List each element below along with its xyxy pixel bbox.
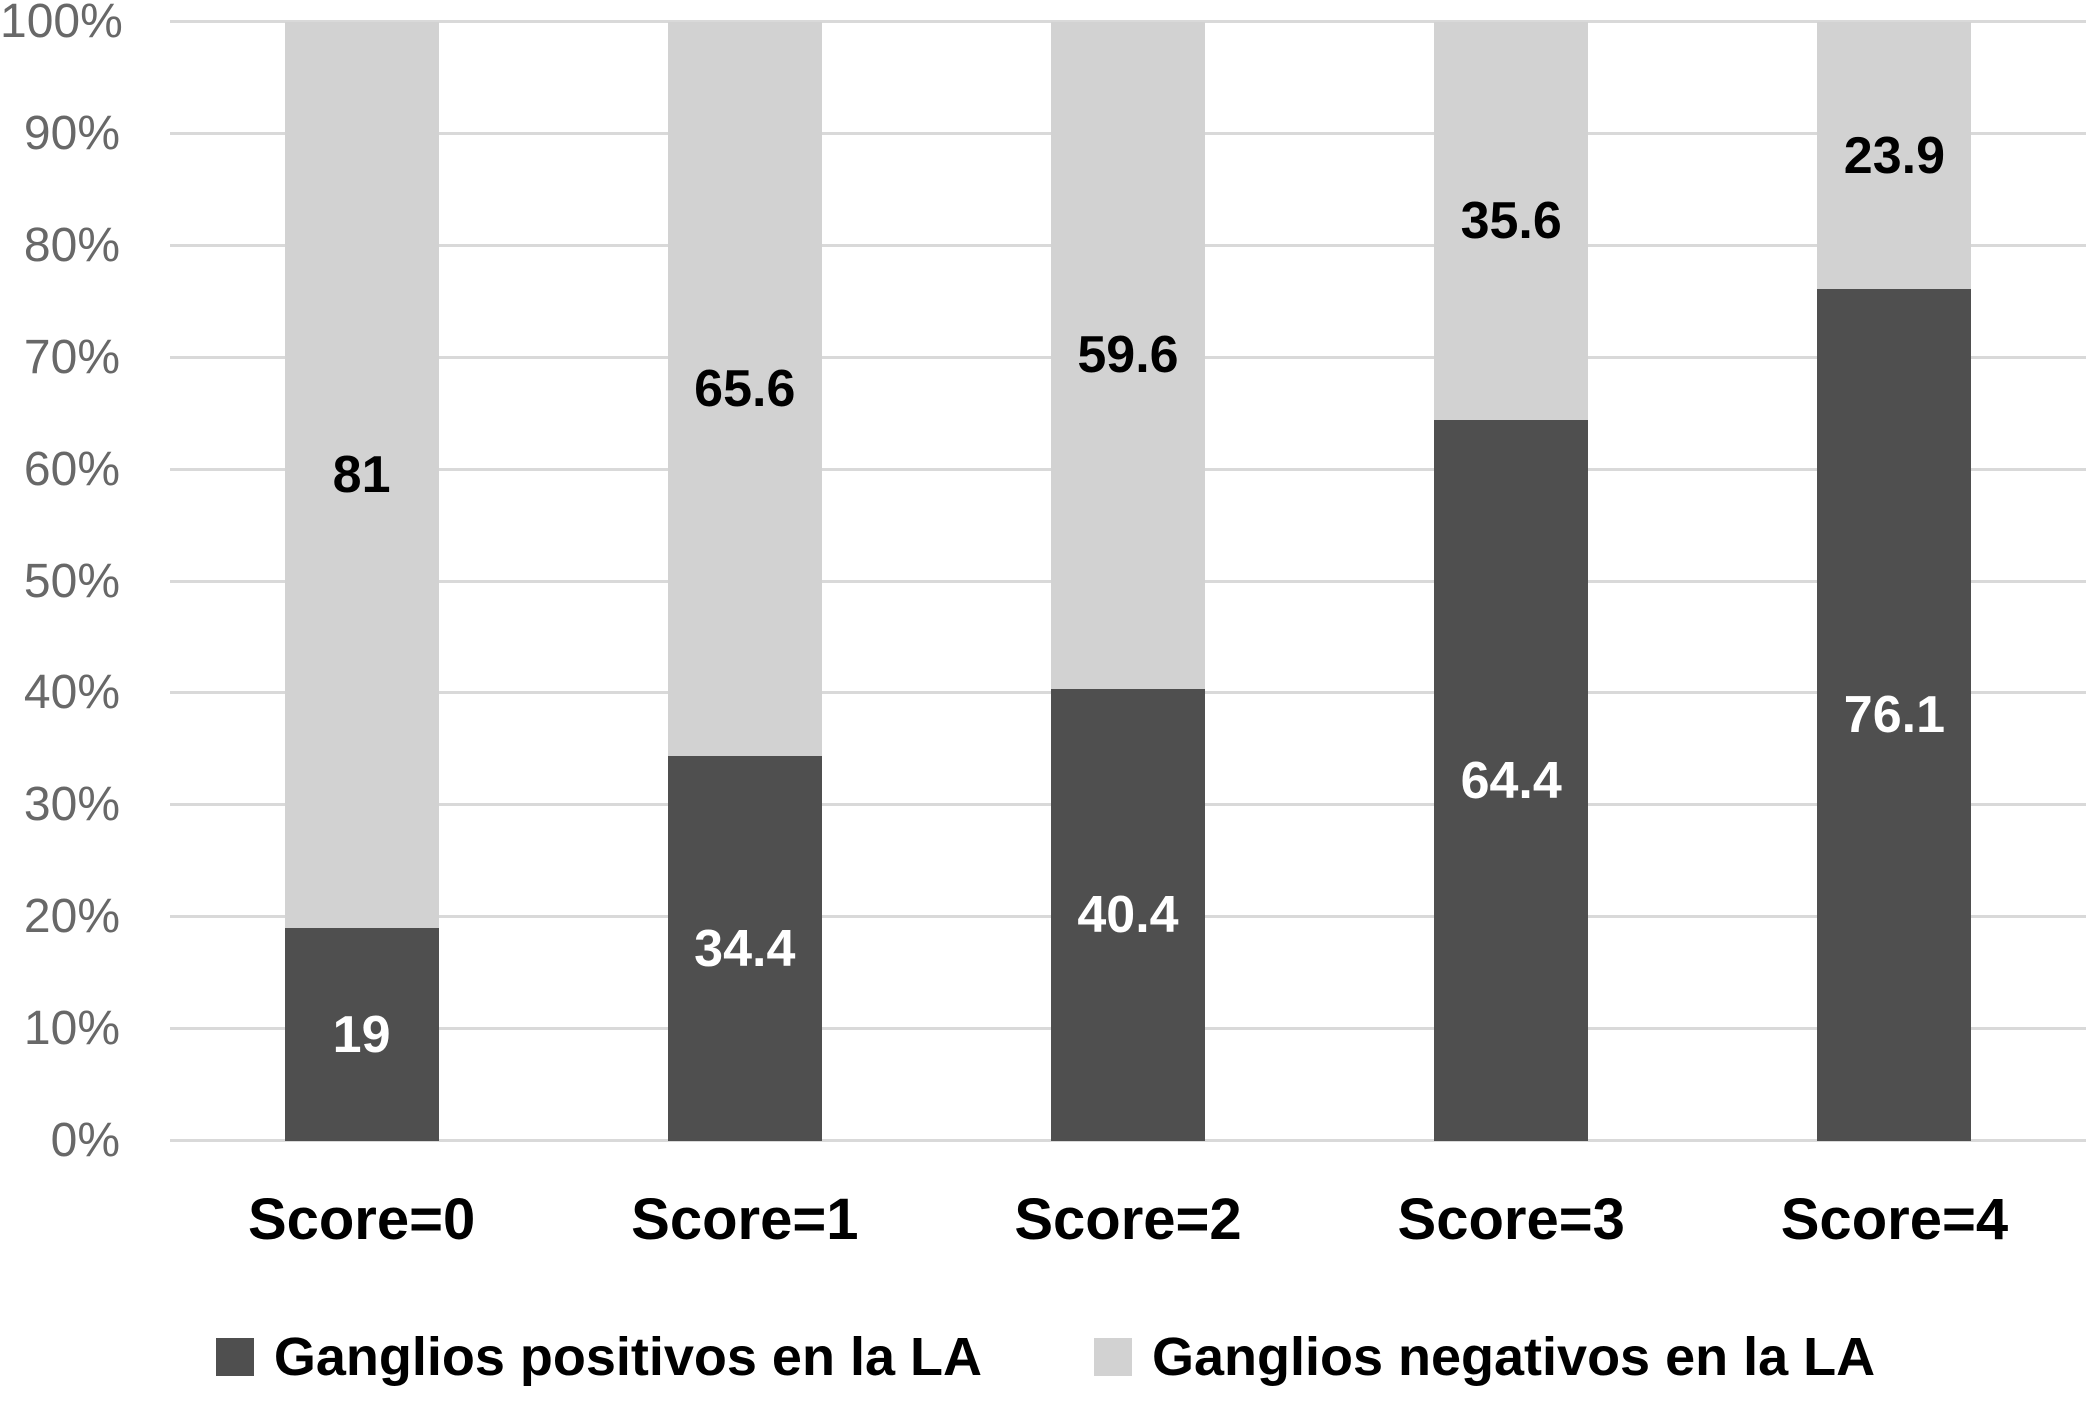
y-tick-label-70: 70% <box>23 330 120 384</box>
data-label-ganglios-positivos-en-la-la-score-4: 76.1 <box>1843 686 1945 745</box>
bar-slot-score-0: 19 81 <box>170 22 553 1141</box>
segment-ganglios-negativos-en-la-la-score-2 <box>1050 22 1205 689</box>
y-tick-label-20: 20% <box>23 890 120 944</box>
data-label-ganglios-positivos-en-la-la-score-2: 40.4 <box>1077 885 1179 944</box>
segment-ganglios-positivos-en-la-la-score-4 <box>1817 289 1972 1141</box>
gridline-100 <box>170 20 2086 23</box>
y-tick-label-60: 60% <box>23 442 120 496</box>
stacked-bar-score-2: 40.4 59.6 <box>1050 22 1205 1141</box>
y-tick-label-80: 80% <box>23 218 120 272</box>
segment-ganglios-positivos-en-la-la-score-2 <box>1050 688 1205 1141</box>
bar-slot-score-3: 64.4 35.6 <box>1320 22 1703 1141</box>
legend-item-ganglios-negativos-en-la-la: Ganglios negativos en la LA <box>1093 1327 1876 1387</box>
y-axis: 0% 10% 20% 30% 40% 50% 60% 70% 80% 90% 100% <box>0 0 123 1165</box>
data-label-ganglios-negativos-en-la-la-score-0: 81 <box>332 446 391 505</box>
stacked-bar-score-4: 76.1 23.9 <box>1817 22 1972 1141</box>
x-category-label-score-2: Score=2 <box>1014 1187 1242 1252</box>
y-tick-label-10: 10% <box>23 1002 120 1056</box>
plot-area: 19 81 34.4 65.6 40.4 59.6 64.4 35.6 76.1 23.9 <box>170 20 2086 1142</box>
bar-slot-score-4: 76.1 23.9 <box>1703 22 2086 1141</box>
x-category-label-score-0: Score=0 <box>247 1187 476 1252</box>
data-label-ganglios-negativos-en-la-la-score-1: 65.6 <box>694 360 796 419</box>
y-tick-label-100: 100% <box>0 0 123 48</box>
x-category-label-score-3: Score=3 <box>1397 1187 1625 1252</box>
data-label-ganglios-positivos-en-la-la-score-3: 64.4 <box>1460 751 1562 810</box>
segment-ganglios-negativos-en-la-la-score-3 <box>1434 22 1589 421</box>
data-label-ganglios-negativos-en-la-la-score-3: 35.6 <box>1460 192 1562 251</box>
data-label-ganglios-negativos-en-la-la-score-2: 59.6 <box>1077 326 1179 385</box>
bar-slot-score-2: 40.4 59.6 <box>936 22 1319 1141</box>
legend-label-ganglios-positivos-en-la-la: Ganglios positivos en la LA <box>273 1327 982 1387</box>
legend: Ganglios positivos en la LA Ganglios nega… <box>0 1330 2091 1384</box>
x-axis: Score=0 Score=1 Score=2 Score=3 Score=4 <box>170 1186 2086 1253</box>
legend-swatch-ganglios-positivos-en-la-la <box>215 1338 254 1376</box>
legend-label-ganglios-negativos-en-la-la: Ganglios negativos en la LA <box>1151 1327 1876 1387</box>
legend-item-ganglios-positivos-en-la-la: Ganglios positivos en la LA <box>215 1327 982 1387</box>
stacked-bar-score-0: 19 81 <box>284 22 439 1141</box>
x-category-label-score-4: Score=4 <box>1780 1187 2009 1252</box>
y-tick-label-40: 40% <box>23 666 120 720</box>
y-tick-label-90: 90% <box>23 106 120 160</box>
stacked-bar-score-3: 64.4 35.6 <box>1434 22 1589 1141</box>
legend-swatch-ganglios-negativos-en-la-la <box>1093 1338 1132 1376</box>
x-category-label-score-1: Score=1 <box>631 1187 859 1252</box>
segment-ganglios-positivos-en-la-la-score-0 <box>284 928 439 1141</box>
data-label-ganglios-positivos-en-la-la-score-1: 34.4 <box>694 919 796 978</box>
y-tick-label-0: 0% <box>50 1114 120 1167</box>
segment-ganglios-positivos-en-la-la-score-1 <box>667 756 822 1141</box>
data-label-ganglios-negativos-en-la-la-score-4: 23.9 <box>1843 126 1945 185</box>
segment-ganglios-positivos-en-la-la-score-3 <box>1434 420 1589 1141</box>
segment-ganglios-negativos-en-la-la-score-4 <box>1817 22 1972 290</box>
stacked-bar-score-1: 34.4 65.6 <box>667 22 822 1141</box>
y-tick-label-50: 50% <box>23 554 120 608</box>
segment-ganglios-negativos-en-la-la-score-0 <box>284 22 439 929</box>
bar-slot-score-1: 34.4 65.6 <box>553 22 936 1141</box>
segment-ganglios-negativos-en-la-la-score-1 <box>667 22 822 757</box>
data-label-ganglios-positivos-en-la-la-score-0: 19 <box>332 1005 391 1064</box>
y-tick-label-30: 30% <box>23 778 120 832</box>
